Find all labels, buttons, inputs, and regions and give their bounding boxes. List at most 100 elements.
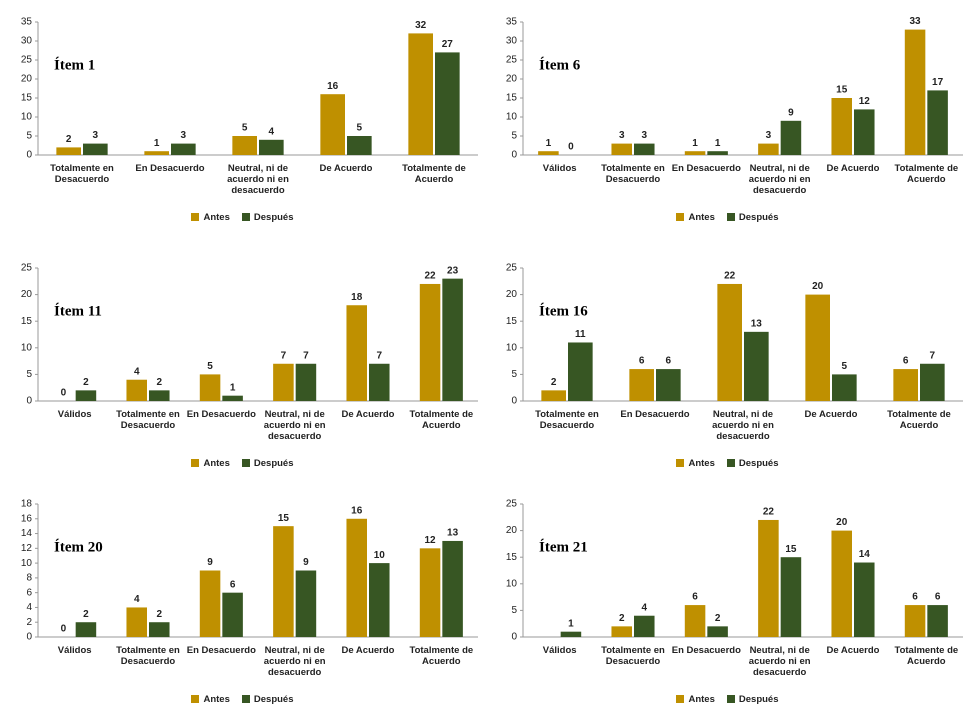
data-label: 5 [357, 123, 363, 134]
data-label: 15 [785, 544, 797, 555]
y-tick-label: 6 [26, 587, 32, 598]
data-label: 6 [230, 579, 236, 590]
y-tick-label: 5 [26, 131, 32, 142]
legend-item: Antes [191, 694, 230, 705]
legend-item: Después [241, 212, 294, 223]
data-label: 9 [207, 557, 213, 568]
data-label: 6 [666, 356, 672, 367]
y-tick-label: 4 [26, 602, 32, 613]
legend: Antes Después [485, 212, 970, 223]
bar [831, 530, 852, 637]
y-tick-label: 10 [506, 578, 518, 589]
data-label: 3 [93, 130, 99, 141]
data-label: 22 [425, 271, 437, 282]
y-tick-label: 0 [511, 150, 517, 161]
x-tick-label: En Desacuerdo [135, 163, 205, 174]
legend-label: Antes [203, 458, 230, 469]
bar [295, 363, 317, 401]
bar [684, 605, 706, 637]
legend-item: Antes [676, 694, 715, 705]
x-tick-label: Válidos [57, 409, 92, 420]
y-tick-label: 0 [511, 632, 517, 643]
data-label: 1 [546, 138, 552, 149]
data-label: 2 [66, 134, 72, 145]
bar [893, 369, 918, 401]
x-tick-label: Neutral, ni de acuerdo ni en desacuerdo [748, 645, 811, 678]
x-tick-label: Totalmente de Acuerdo [894, 645, 959, 667]
data-label: 11 [575, 329, 586, 340]
bar [832, 374, 857, 401]
y-tick-label: 5 [26, 369, 32, 380]
x-tick-label: De Acuerdo [826, 163, 880, 174]
bar [634, 615, 655, 637]
data-label: 10 [374, 550, 386, 561]
data-label: 7 [376, 350, 382, 361]
chart-title: Ítem 1 [54, 56, 95, 73]
bar [320, 94, 345, 155]
bar [744, 331, 769, 401]
legend-swatch [676, 213, 685, 221]
x-tick-label: Neutral, ni de acuerdo ni en desacuerdo [712, 409, 774, 442]
x-tick-label: Totalmente de Acuerdo [894, 163, 959, 185]
data-label: 6 [912, 592, 918, 603]
bar [419, 548, 441, 637]
x-tick-label: Válidos [542, 163, 577, 174]
y-tick-label: 30 [21, 36, 33, 47]
data-label: 4 [134, 366, 140, 377]
legend-label: Después [253, 694, 294, 705]
bar [920, 363, 945, 401]
data-label: 2 [156, 609, 162, 620]
legend-swatch [241, 213, 250, 221]
bar [538, 151, 559, 155]
bar [435, 52, 460, 155]
x-tick-label: Totalmente en Desacuerdo [601, 163, 665, 185]
y-tick-label: 15 [506, 552, 518, 563]
chart-panel: 0 5 10 15 20 25 Ítem 21 2 6 22 20 6 1 4 2 15 14 6 Válidos T… [485, 482, 970, 715]
bar [259, 139, 284, 155]
bar [222, 395, 243, 401]
x-tick-label: De Acuerdo [341, 645, 395, 656]
bar [904, 605, 926, 637]
data-label: 7 [303, 350, 309, 361]
bar [199, 374, 221, 401]
bar [656, 369, 681, 401]
y-tick-label: 15 [506, 316, 518, 327]
data-label: 13 [751, 318, 763, 329]
chart-title: Ítem 11 [54, 302, 102, 319]
data-label: 4 [134, 594, 140, 605]
data-label: 2 [83, 609, 89, 620]
legend-item: Antes [191, 458, 230, 469]
y-tick-label: 0 [26, 150, 32, 161]
bar [854, 109, 875, 155]
legend-swatch [726, 213, 735, 221]
y-tick-label: 20 [506, 74, 518, 85]
data-label: 4 [641, 602, 647, 613]
bar [568, 342, 593, 401]
y-tick-label: 0 [26, 632, 32, 643]
data-label: 2 [715, 613, 721, 624]
page: 0 5 10 15 20 25 30 35 Ítem 1 2 1 5 16 32 3 3 4 5 27 Totalme… [21, 16, 970, 705]
data-label: 0 [61, 624, 67, 635]
data-label: 20 [812, 281, 824, 292]
bar [780, 557, 802, 637]
data-label: 2 [83, 377, 89, 388]
x-tick-label: Totalmente en Desacuerdo [50, 163, 114, 185]
y-tick-label: 0 [511, 396, 517, 407]
bar [83, 143, 108, 155]
bar [346, 518, 367, 637]
data-label: 33 [910, 16, 922, 27]
data-label: 6 [692, 592, 698, 603]
legend-label: Antes [203, 694, 230, 705]
bar [707, 151, 728, 155]
chart: 0 5 10 15 20 25 30 35 Ítem 6 1 3 1 3 15 33 0 3 1 9 12 17 [506, 16, 963, 161]
y-tick-label: 35 [506, 17, 518, 28]
x-tick-label: De Acuerdo [341, 409, 395, 420]
legend-label: Antes [203, 212, 230, 223]
data-label: 7 [281, 350, 287, 361]
bar [758, 143, 779, 155]
chart-title: Ítem 6 [539, 56, 581, 73]
y-tick-label: 5 [511, 369, 517, 380]
x-tick-label: Totalmente de Acuerdo [402, 163, 466, 185]
x-tick-label: Totalmente en Desacuerdo [601, 645, 665, 667]
y-tick-label: 25 [21, 55, 33, 66]
